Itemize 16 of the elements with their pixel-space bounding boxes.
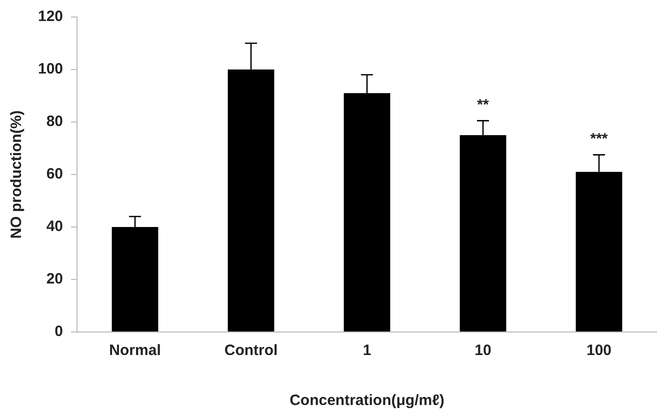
y-tick-label: 0 [54,323,64,340]
y-tick-label: 100 [38,60,64,78]
annotation: ** [477,96,489,114]
y-tick-label: 120 [38,8,64,26]
x-tick-label: Normal [109,342,161,360]
x-tick-label: 100 [586,342,612,360]
x-axis-title: Concentration(μg/mℓ) [290,392,444,410]
y-axis-title: NO production(%) [8,110,26,239]
y-tick-label: 80 [46,113,64,130]
x-tick-label: Control [224,342,278,360]
x-tick-label: 1 [362,342,372,360]
x-tick-label: 10 [474,342,492,360]
y-tick-label: 20 [46,270,64,288]
y-tick-label: 40 [46,218,64,236]
y-tick-label: 60 [46,166,64,183]
annotation: *** [590,130,608,148]
